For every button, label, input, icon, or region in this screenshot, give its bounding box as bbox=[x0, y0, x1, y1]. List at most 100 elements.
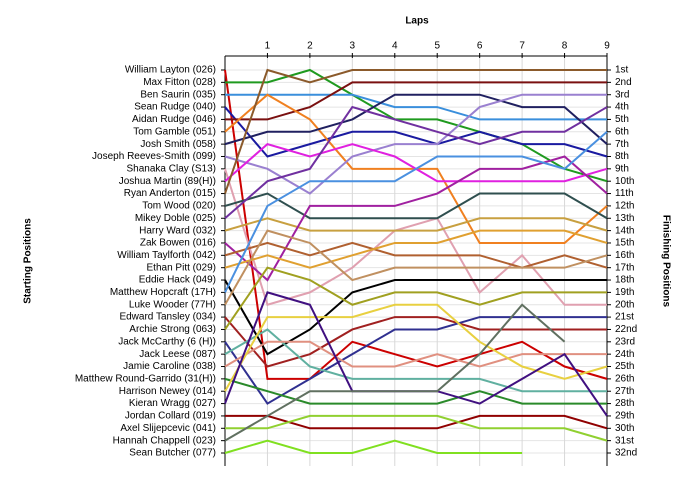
position-line bbox=[224, 316, 607, 405]
position-line bbox=[224, 192, 608, 220]
driver-label: Edward Tansley (034) bbox=[119, 312, 216, 323]
position-line bbox=[225, 93, 607, 121]
finish-label: 9th bbox=[615, 163, 629, 174]
finish-label: 23rd bbox=[615, 336, 635, 347]
x-tick-label: 6 bbox=[477, 41, 483, 52]
finish-label: 30th bbox=[615, 423, 634, 434]
driver-label: Jack McCarthy (6 (H)) bbox=[118, 336, 216, 347]
driver-label: Jamie Caroline (038) bbox=[123, 361, 216, 372]
finish-label: 13th bbox=[615, 213, 634, 224]
driver-label: William Layton (026) bbox=[125, 65, 216, 76]
finish-label: 14th bbox=[615, 225, 634, 236]
position-line bbox=[224, 328, 607, 393]
finish-label: 6th bbox=[615, 126, 629, 137]
position-line bbox=[224, 105, 608, 220]
position-line bbox=[224, 68, 607, 194]
driver-label: Archie Strong (063) bbox=[129, 324, 216, 335]
driver-label: Harry Ward (032) bbox=[139, 225, 216, 236]
finish-label: 19th bbox=[615, 287, 634, 298]
finish-label: 1st bbox=[615, 65, 629, 76]
finish-label: 28th bbox=[615, 398, 634, 409]
position-line bbox=[225, 81, 607, 121]
finish-label: 12th bbox=[615, 201, 634, 212]
y2-axis-title: Finishing Positions bbox=[660, 215, 671, 308]
finish-label: 2nd bbox=[615, 77, 632, 88]
x-tick-label: 2 bbox=[307, 41, 313, 52]
finish-label: 18th bbox=[615, 275, 634, 286]
finish-label: 22nd bbox=[615, 324, 637, 335]
driver-label: Josh Smith (058) bbox=[140, 139, 216, 150]
finish-label: 17th bbox=[615, 262, 634, 273]
position-line bbox=[224, 93, 608, 146]
finish-label: 20th bbox=[615, 299, 634, 310]
x-tick-label: 3 bbox=[350, 41, 356, 52]
driver-label: Max Fitton (028) bbox=[143, 77, 216, 88]
finish-label: 7th bbox=[615, 139, 629, 150]
finish-label: 31st bbox=[615, 435, 634, 446]
finish-label: 21st bbox=[615, 312, 634, 323]
finish-label: 11th bbox=[615, 188, 634, 199]
finish-label: 16th bbox=[615, 250, 634, 261]
driver-label: Jack Leese (087) bbox=[139, 349, 216, 360]
driver-label: Axel Slijepcevic (041) bbox=[120, 423, 216, 434]
x-tick-label: 9 bbox=[604, 41, 610, 52]
driver-label: Mikey Doble (025) bbox=[135, 213, 216, 224]
finish-label: 29th bbox=[615, 411, 634, 422]
driver-label: Sean Rudge (040) bbox=[134, 102, 216, 113]
position-line bbox=[224, 241, 608, 269]
finish-label: 27th bbox=[615, 386, 634, 397]
driver-label: Jordan Collard (019) bbox=[125, 411, 216, 422]
driver-label: William Taylforth (042) bbox=[117, 250, 216, 261]
position-line bbox=[224, 131, 608, 293]
x-tick-label: 7 bbox=[519, 41, 525, 52]
driver-label: Sean Butcher (077) bbox=[129, 448, 216, 459]
position-line bbox=[224, 266, 607, 331]
driver-label: Joseph Reeves-Smith (099) bbox=[92, 151, 216, 162]
driver-label: Hannah Chappell (023) bbox=[113, 435, 216, 446]
finish-label: 3rd bbox=[615, 89, 629, 100]
position-line bbox=[224, 229, 608, 306]
driver-label: Kieran Wragg (027) bbox=[129, 398, 216, 409]
position-line bbox=[224, 340, 607, 368]
finish-label: 8th bbox=[615, 151, 629, 162]
finish-label: 25th bbox=[615, 361, 634, 372]
driver-label: Tom Gamble (051) bbox=[133, 126, 216, 137]
position-line bbox=[224, 377, 607, 405]
finish-label: 24th bbox=[615, 349, 634, 360]
x-tick-label: 1 bbox=[265, 41, 271, 52]
position-line bbox=[225, 414, 608, 442]
driver-label: Zak Bowen (016) bbox=[140, 238, 216, 249]
position-line bbox=[224, 229, 608, 269]
position-line bbox=[224, 93, 607, 195]
position-line bbox=[224, 316, 607, 368]
finish-label: 26th bbox=[615, 374, 634, 385]
y-axis-title: Starting Positions bbox=[23, 218, 34, 304]
driver-label: Ben Saurin (035) bbox=[140, 89, 216, 100]
driver-label: Eddie Hack (049) bbox=[139, 275, 216, 286]
x-tick-label: 5 bbox=[434, 41, 440, 52]
driver-label: Shanaka Clay (S13) bbox=[127, 163, 217, 174]
x-tick-label: 8 bbox=[562, 41, 568, 52]
finish-label: 5th bbox=[615, 114, 629, 125]
driver-label: Harrison Newey (014) bbox=[119, 386, 216, 397]
finish-label: 4th bbox=[615, 102, 629, 113]
position-line bbox=[224, 303, 566, 442]
driver-label: Joshua Martin (89(H)) bbox=[119, 176, 216, 187]
driver-label: Aidan Rudge (046) bbox=[132, 114, 216, 125]
driver-label: Ethan Pitt (029) bbox=[147, 262, 216, 273]
driver-label: Matthew Hopcraft (17H) bbox=[110, 287, 216, 298]
finish-label: 15th bbox=[615, 238, 634, 249]
x-tick-label: 4 bbox=[392, 41, 398, 52]
finish-label: 10th bbox=[615, 176, 634, 187]
position-line bbox=[224, 303, 608, 392]
driver-label: Ryan Anderton (015) bbox=[124, 188, 216, 199]
finish-label: 32nd bbox=[615, 448, 637, 459]
position-line bbox=[224, 217, 608, 232]
driver-label: Matthew Round-Garrido (31(H)) bbox=[75, 374, 216, 385]
driver-label: Tom Wood (020) bbox=[142, 201, 216, 212]
driver-label: Luke Wooder (77H) bbox=[129, 299, 216, 310]
x-axis-title: Laps bbox=[405, 16, 429, 27]
position-line bbox=[224, 439, 523, 454]
